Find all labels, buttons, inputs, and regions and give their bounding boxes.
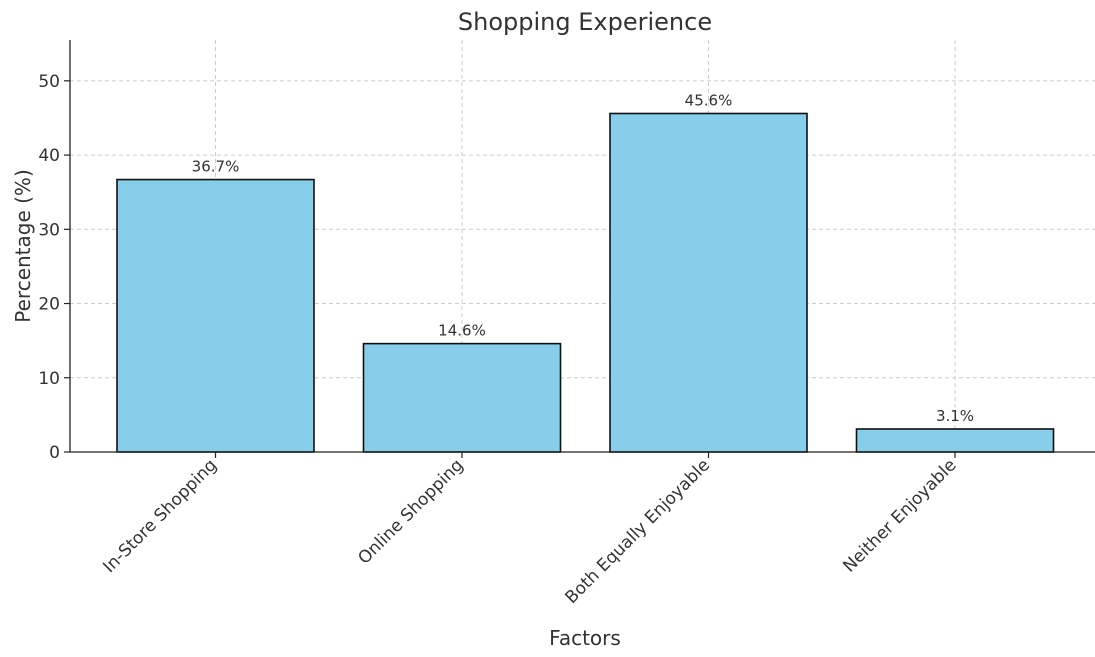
y-tick-label: 50 [38, 72, 60, 92]
x-tick-label: Online Shopping [354, 455, 467, 568]
y-tick-label: 10 [38, 369, 60, 389]
y-tick-label: 0 [49, 443, 60, 463]
x-tick-label: In-Store Shopping [99, 455, 221, 577]
bar-both-equally-enjoyable [609, 112, 808, 453]
y-tick-label: 30 [38, 220, 60, 240]
bar-in-store-shopping [116, 178, 315, 453]
y-tick-label: 40 [38, 146, 60, 166]
bar-neither-enjoyable [855, 428, 1055, 453]
x-axis-label: Factors [549, 626, 621, 650]
y-axis-label: Percentage (%) [11, 169, 35, 322]
bars [116, 112, 1055, 453]
y-tick-label: 20 [38, 295, 60, 315]
bar-online-shopping [362, 342, 562, 453]
bar-value-label: 45.6% [685, 91, 733, 109]
bar-value-label: 36.7% [192, 158, 240, 176]
bar-value-label: 14.6% [438, 322, 486, 340]
x-tick-label: Both Equally Enjoyable [562, 455, 714, 607]
bar-value-label: 3.1% [936, 407, 974, 425]
chart-title: Shopping Experience [458, 8, 712, 36]
axes [64, 40, 1095, 458]
x-tick-label: Neither Enjoyable [839, 455, 960, 576]
